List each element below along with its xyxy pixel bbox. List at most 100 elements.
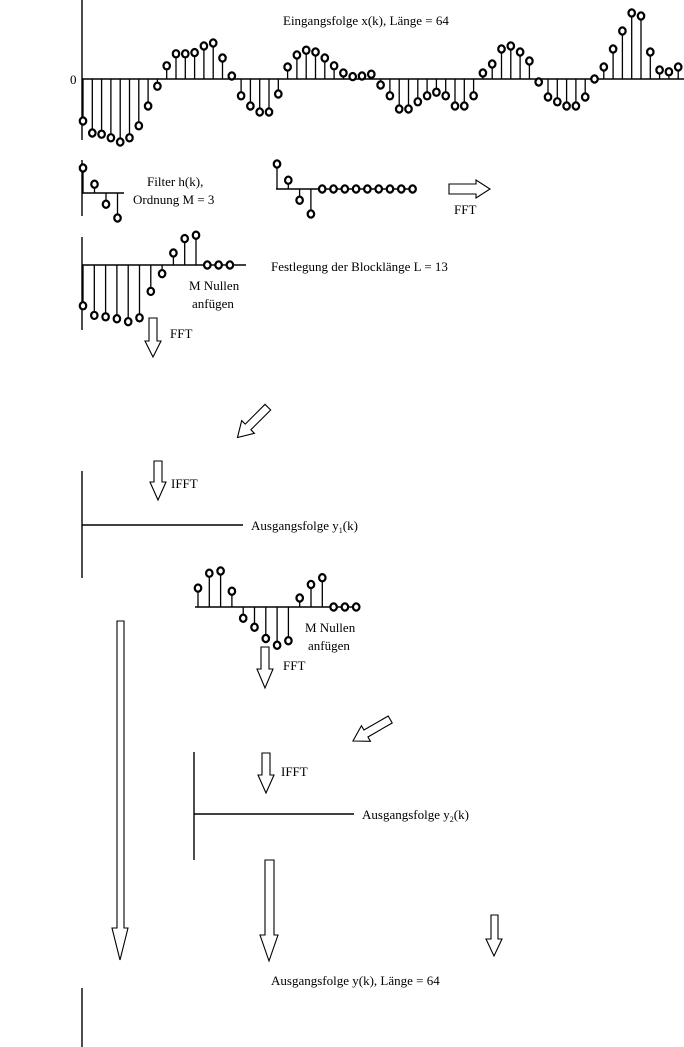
- filter-padded-sample: [272, 159, 282, 169]
- input-sample: [143, 101, 153, 111]
- ifft-arrow-2: [257, 752, 275, 795]
- input-sample: [329, 61, 339, 71]
- filter-padded-sample: [351, 184, 361, 194]
- output1-plot: IFFT Ausgangsfolge y1(k): [81, 460, 358, 578]
- input-sample: [469, 91, 478, 101]
- block1-sample: [123, 316, 133, 327]
- block1-sample: [202, 260, 212, 270]
- input-sample: [422, 91, 432, 101]
- block1-sample: [112, 314, 122, 324]
- input-sample: [134, 121, 144, 131]
- block1-sample: [146, 286, 156, 297]
- filter-padded-sample: [295, 195, 304, 205]
- filter-padded-sample: [283, 175, 293, 185]
- diagonal-arrow-1: [236, 403, 272, 439]
- filter-label-line1: Filter h(k),: [147, 174, 203, 189]
- fft-arrow-block2: [256, 646, 274, 690]
- input-sample: [190, 47, 199, 58]
- input-sample: [320, 53, 330, 63]
- input-sample: [97, 129, 106, 139]
- filter-padded-stems: [272, 159, 417, 219]
- input-sample: [590, 74, 599, 84]
- input-sample: [627, 8, 637, 18]
- block2-sample: [340, 602, 350, 612]
- block2-append-line1: M Nullen: [305, 620, 356, 635]
- input-sample: [87, 128, 97, 138]
- input-sample: [339, 68, 348, 78]
- block1-sample: [169, 248, 178, 258]
- input-sample: [664, 67, 674, 77]
- input-sample: [311, 47, 320, 57]
- input-sample: [357, 71, 367, 81]
- short-arrow-right: [485, 914, 503, 958]
- block2-sample: [272, 640, 282, 650]
- block1-sample: [101, 312, 110, 322]
- block1-sample: [191, 230, 201, 240]
- ifft-arrow-1: [149, 460, 167, 502]
- input-sample: [283, 62, 292, 72]
- fft-label-filter: FFT: [454, 202, 476, 217]
- block1-append-line1: M Nullen: [189, 278, 240, 293]
- input-sample: [645, 47, 655, 57]
- block2-sample: [306, 579, 316, 590]
- block1-plot: Festlegung der Blocklänge L = 13 M Nulle…: [78, 230, 448, 359]
- input-sample: [199, 41, 209, 51]
- ifft-label-1: IFFT: [171, 476, 198, 491]
- input-sequence-plot: 0 Eingangsfolge x(k), Länge = 64: [70, 0, 684, 147]
- block2-append-line2: anfügen: [308, 638, 350, 653]
- block1-append-line2: anfügen: [192, 296, 234, 311]
- filter-label-line2: Ordnung M = 3: [133, 192, 214, 207]
- block2-sample: [227, 586, 237, 596]
- input-sample: [487, 59, 497, 69]
- fft-arrow-block1: [144, 317, 162, 359]
- input-stems: [78, 8, 683, 147]
- diagonal-arrow-2: [352, 715, 393, 742]
- filter-padded-sample: [396, 184, 406, 194]
- filter-padded-sample: [306, 209, 316, 219]
- block2-sample: [204, 568, 214, 578]
- input-sample: [459, 101, 469, 111]
- output2-label: Ausgangsfolge y2(k): [362, 807, 469, 824]
- filter-stems: [78, 163, 122, 223]
- block2-sample: [317, 573, 327, 583]
- block2-sample: [295, 593, 305, 603]
- fft-label-block1: FFT: [170, 326, 192, 341]
- input-sample: [413, 97, 423, 107]
- input-sample: [171, 49, 181, 59]
- fft-label-block2: FFT: [283, 658, 305, 673]
- input-sample: [218, 53, 227, 63]
- block2-sample: [284, 636, 293, 646]
- output2-plot: IFFT Ausgangsfolge y2(k): [193, 752, 469, 860]
- block2-sample: [351, 602, 361, 612]
- input-sample: [246, 101, 255, 111]
- input-sample: [515, 47, 525, 57]
- input-sample: [273, 89, 283, 99]
- fft-arrow-filter: [448, 178, 492, 200]
- input-sample: [441, 91, 451, 101]
- block1-sample: [225, 260, 235, 270]
- input-sample: [525, 56, 534, 66]
- output1-label: Ausgangsfolge y1(k): [251, 518, 358, 535]
- block2-sample: [238, 613, 248, 623]
- input-sample: [450, 101, 460, 111]
- filter-padded-sample: [329, 184, 338, 194]
- block2-sample: [250, 622, 259, 632]
- long-arrow-output2: [259, 859, 279, 963]
- input-sample: [106, 133, 116, 143]
- input-sample: [636, 11, 646, 21]
- input-sample: [608, 44, 618, 54]
- input-sample: [366, 69, 376, 79]
- filter-padded-plot: FFT: [272, 159, 492, 219]
- input-sample: [115, 137, 125, 147]
- input-sample: [404, 104, 413, 114]
- input-sample: [125, 133, 134, 143]
- filter-sample: [78, 163, 88, 173]
- input-sample: [580, 92, 590, 102]
- input-sample: [301, 45, 311, 55]
- input-sample: [552, 97, 562, 107]
- input-sample: [348, 71, 358, 82]
- input-sample: [255, 107, 265, 117]
- input-sample: [236, 91, 246, 101]
- filter-sample: [113, 213, 122, 223]
- filter-padded-sample: [408, 184, 417, 194]
